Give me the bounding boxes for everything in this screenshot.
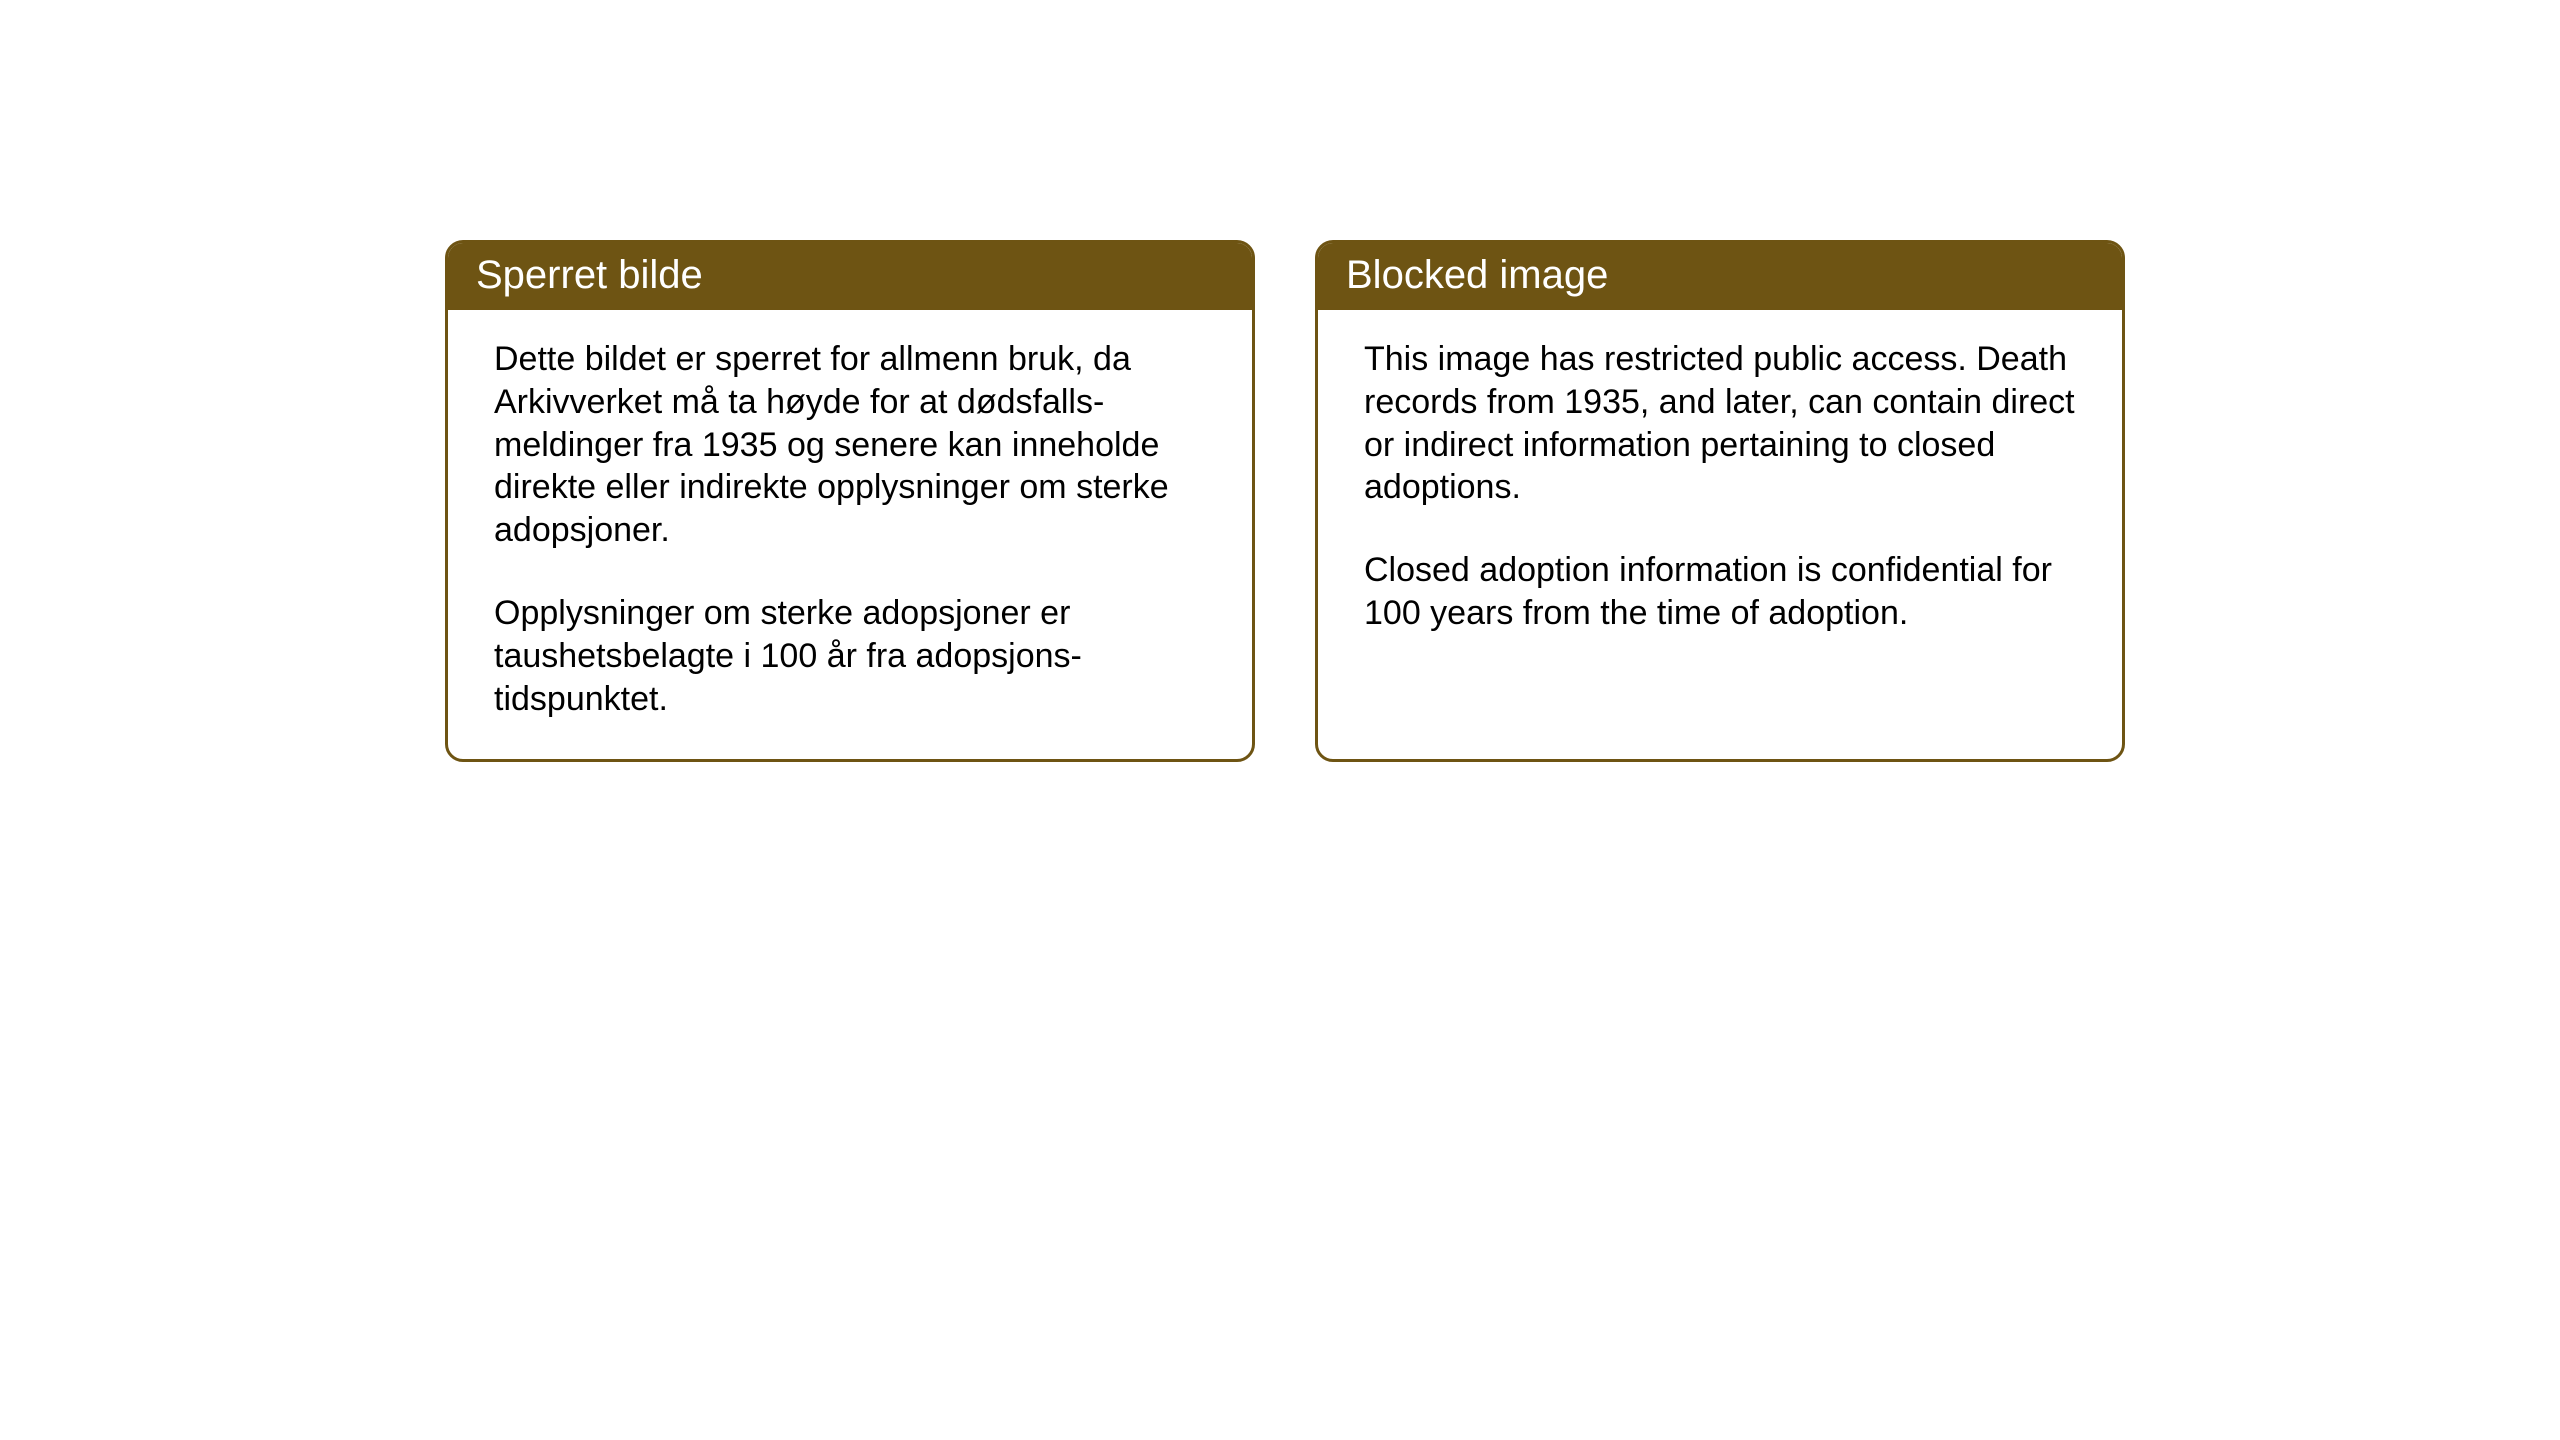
english-paragraph-1: This image has restricted public access.… xyxy=(1364,338,2076,509)
english-notice-card: Blocked image This image has restricted … xyxy=(1315,240,2125,762)
norwegian-card-body: Dette bildet er sperret for allmenn bruk… xyxy=(448,310,1252,759)
norwegian-paragraph-2: Opplysninger om sterke adopsjoner er tau… xyxy=(494,592,1206,720)
notice-container: Sperret bilde Dette bildet er sperret fo… xyxy=(445,240,2125,762)
english-paragraph-2: Closed adoption information is confident… xyxy=(1364,549,2076,635)
norwegian-card-title: Sperret bilde xyxy=(476,253,703,297)
english-card-body: This image has restricted public access.… xyxy=(1318,310,2122,673)
norwegian-notice-card: Sperret bilde Dette bildet er sperret fo… xyxy=(445,240,1255,762)
english-card-title: Blocked image xyxy=(1346,253,1608,297)
english-card-header: Blocked image xyxy=(1318,243,2122,310)
norwegian-card-header: Sperret bilde xyxy=(448,243,1252,310)
norwegian-paragraph-1: Dette bildet er sperret for allmenn bruk… xyxy=(494,338,1206,552)
